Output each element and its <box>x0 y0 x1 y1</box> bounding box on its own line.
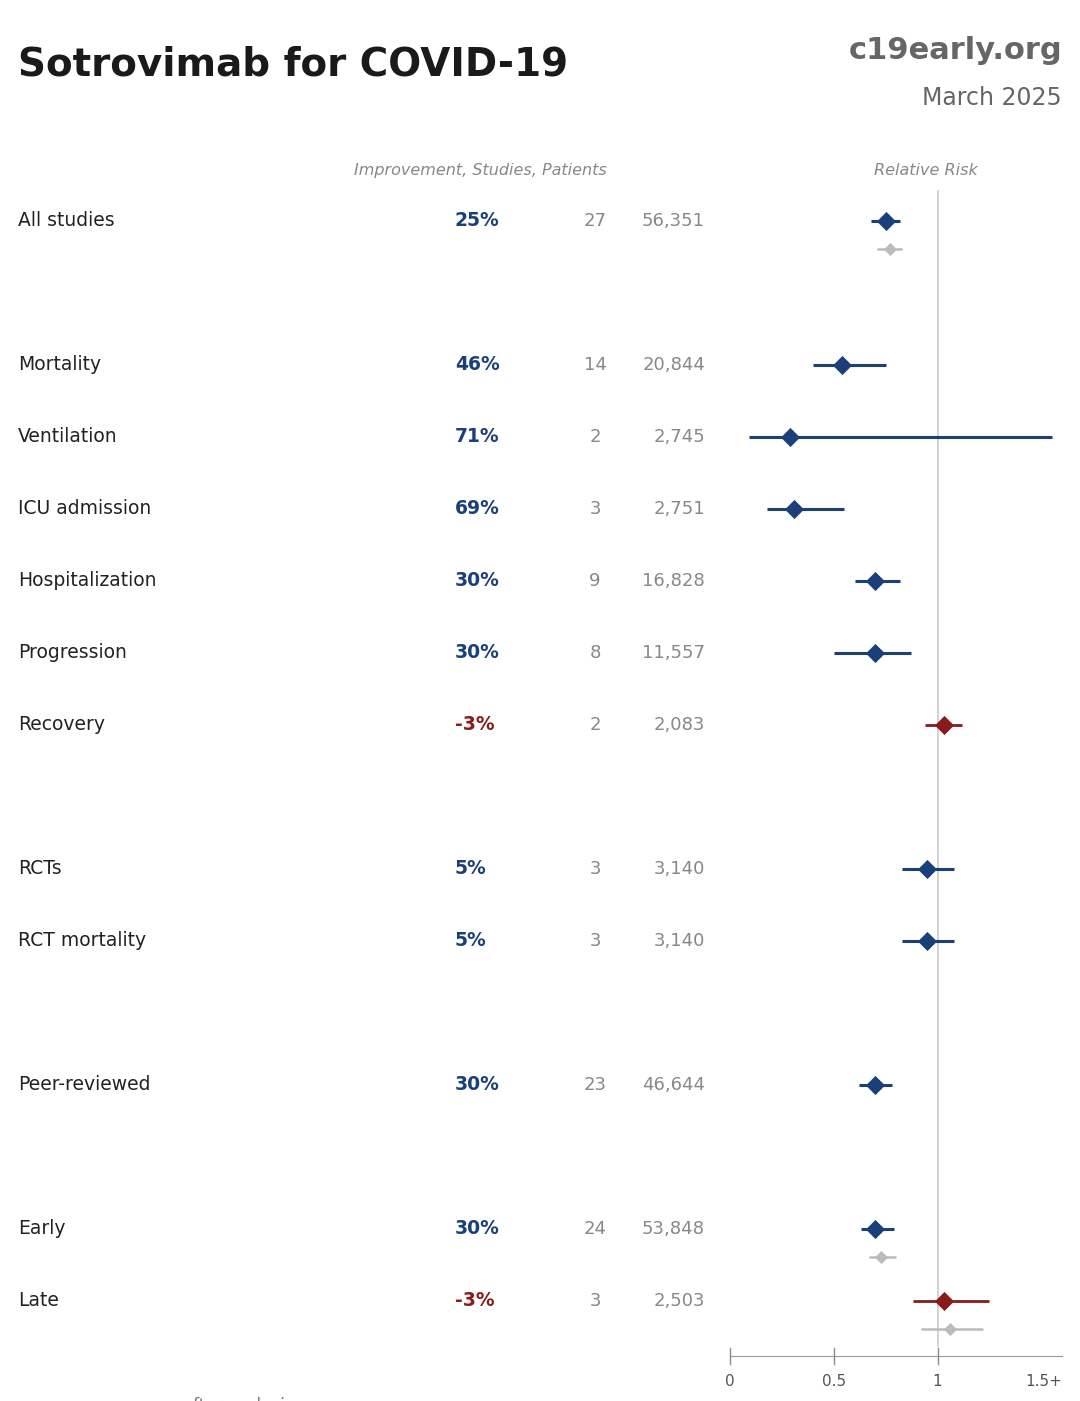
Point <box>918 930 935 953</box>
Text: Progression: Progression <box>18 643 126 663</box>
Text: 2: 2 <box>590 716 600 734</box>
Text: 3: 3 <box>590 500 600 518</box>
Text: RCTs: RCTs <box>18 859 62 878</box>
Text: 16,828: 16,828 <box>643 572 705 590</box>
Point <box>935 713 953 736</box>
Text: 30%: 30% <box>455 572 500 590</box>
Point <box>782 426 799 448</box>
Text: ICU admission: ICU admission <box>18 500 151 518</box>
Text: March 2025: March 2025 <box>922 85 1062 111</box>
Text: 5%: 5% <box>455 932 487 950</box>
Text: 27: 27 <box>583 212 607 230</box>
Point <box>785 497 802 520</box>
Text: Recovery: Recovery <box>18 716 105 734</box>
Text: 2,745: 2,745 <box>653 427 705 446</box>
Text: 14: 14 <box>583 356 607 374</box>
Text: Mortality: Mortality <box>18 356 102 374</box>
Point <box>935 1290 953 1313</box>
Point <box>881 238 899 261</box>
Text: 2,503: 2,503 <box>653 1292 705 1310</box>
Text: -3%: -3% <box>455 1292 495 1310</box>
Text: Peer-reviewed: Peer-reviewed <box>18 1076 150 1094</box>
Text: 2: 2 <box>590 427 600 446</box>
Text: 3: 3 <box>590 860 600 878</box>
Text: 30%: 30% <box>455 1076 500 1094</box>
Text: 56,351: 56,351 <box>642 212 705 230</box>
Text: 71%: 71% <box>455 427 500 447</box>
Point <box>877 210 894 233</box>
Text: 11,557: 11,557 <box>642 644 705 663</box>
Text: 69%: 69% <box>455 500 500 518</box>
Point <box>834 354 851 377</box>
Text: 23: 23 <box>583 1076 607 1094</box>
Text: 2,751: 2,751 <box>653 500 705 518</box>
Point <box>866 1073 883 1096</box>
Text: 3,140: 3,140 <box>653 860 705 878</box>
Text: 9: 9 <box>590 572 600 590</box>
Text: -3%: -3% <box>455 716 495 734</box>
Text: 1.5+: 1.5+ <box>1025 1374 1062 1388</box>
Text: 25%: 25% <box>455 212 500 231</box>
Text: 0: 0 <box>725 1374 734 1388</box>
Text: 3: 3 <box>590 1292 600 1310</box>
Text: RCT mortality: RCT mortality <box>18 932 146 950</box>
Text: 2,083: 2,083 <box>653 716 705 734</box>
Text: 3: 3 <box>590 932 600 950</box>
Text: 3,140: 3,140 <box>653 932 705 950</box>
Text: 46%: 46% <box>455 356 500 374</box>
Text: Late: Late <box>18 1292 59 1310</box>
Text: 30%: 30% <box>455 643 500 663</box>
Text: Early: Early <box>18 1219 66 1238</box>
Point <box>866 1217 883 1240</box>
Text: 8: 8 <box>590 644 600 663</box>
Text: 53,848: 53,848 <box>642 1220 705 1238</box>
Text: Hospitalization: Hospitalization <box>18 572 157 590</box>
Text: 24: 24 <box>583 1220 607 1238</box>
Text: 20,844: 20,844 <box>643 356 705 374</box>
Text: Relative Risk: Relative Risk <box>874 164 977 178</box>
Point <box>866 570 883 593</box>
Text: Sotrovimab for COVID-19: Sotrovimab for COVID-19 <box>18 46 568 84</box>
Text: Improvement, Studies, Patients: Improvement, Studies, Patients <box>353 164 606 178</box>
Point <box>866 642 883 664</box>
Text: 5%: 5% <box>455 859 487 878</box>
Point <box>918 857 935 880</box>
Text: after exclusions: after exclusions <box>183 1397 314 1401</box>
Text: All studies: All studies <box>18 212 114 231</box>
Text: 30%: 30% <box>455 1219 500 1238</box>
Text: 1: 1 <box>933 1374 943 1388</box>
Point <box>873 1245 890 1268</box>
Text: 46,644: 46,644 <box>642 1076 705 1094</box>
Text: 0.5: 0.5 <box>822 1374 846 1388</box>
Text: Ventilation: Ventilation <box>18 427 118 447</box>
Text: c19early.org: c19early.org <box>849 36 1062 64</box>
Point <box>942 1318 959 1341</box>
